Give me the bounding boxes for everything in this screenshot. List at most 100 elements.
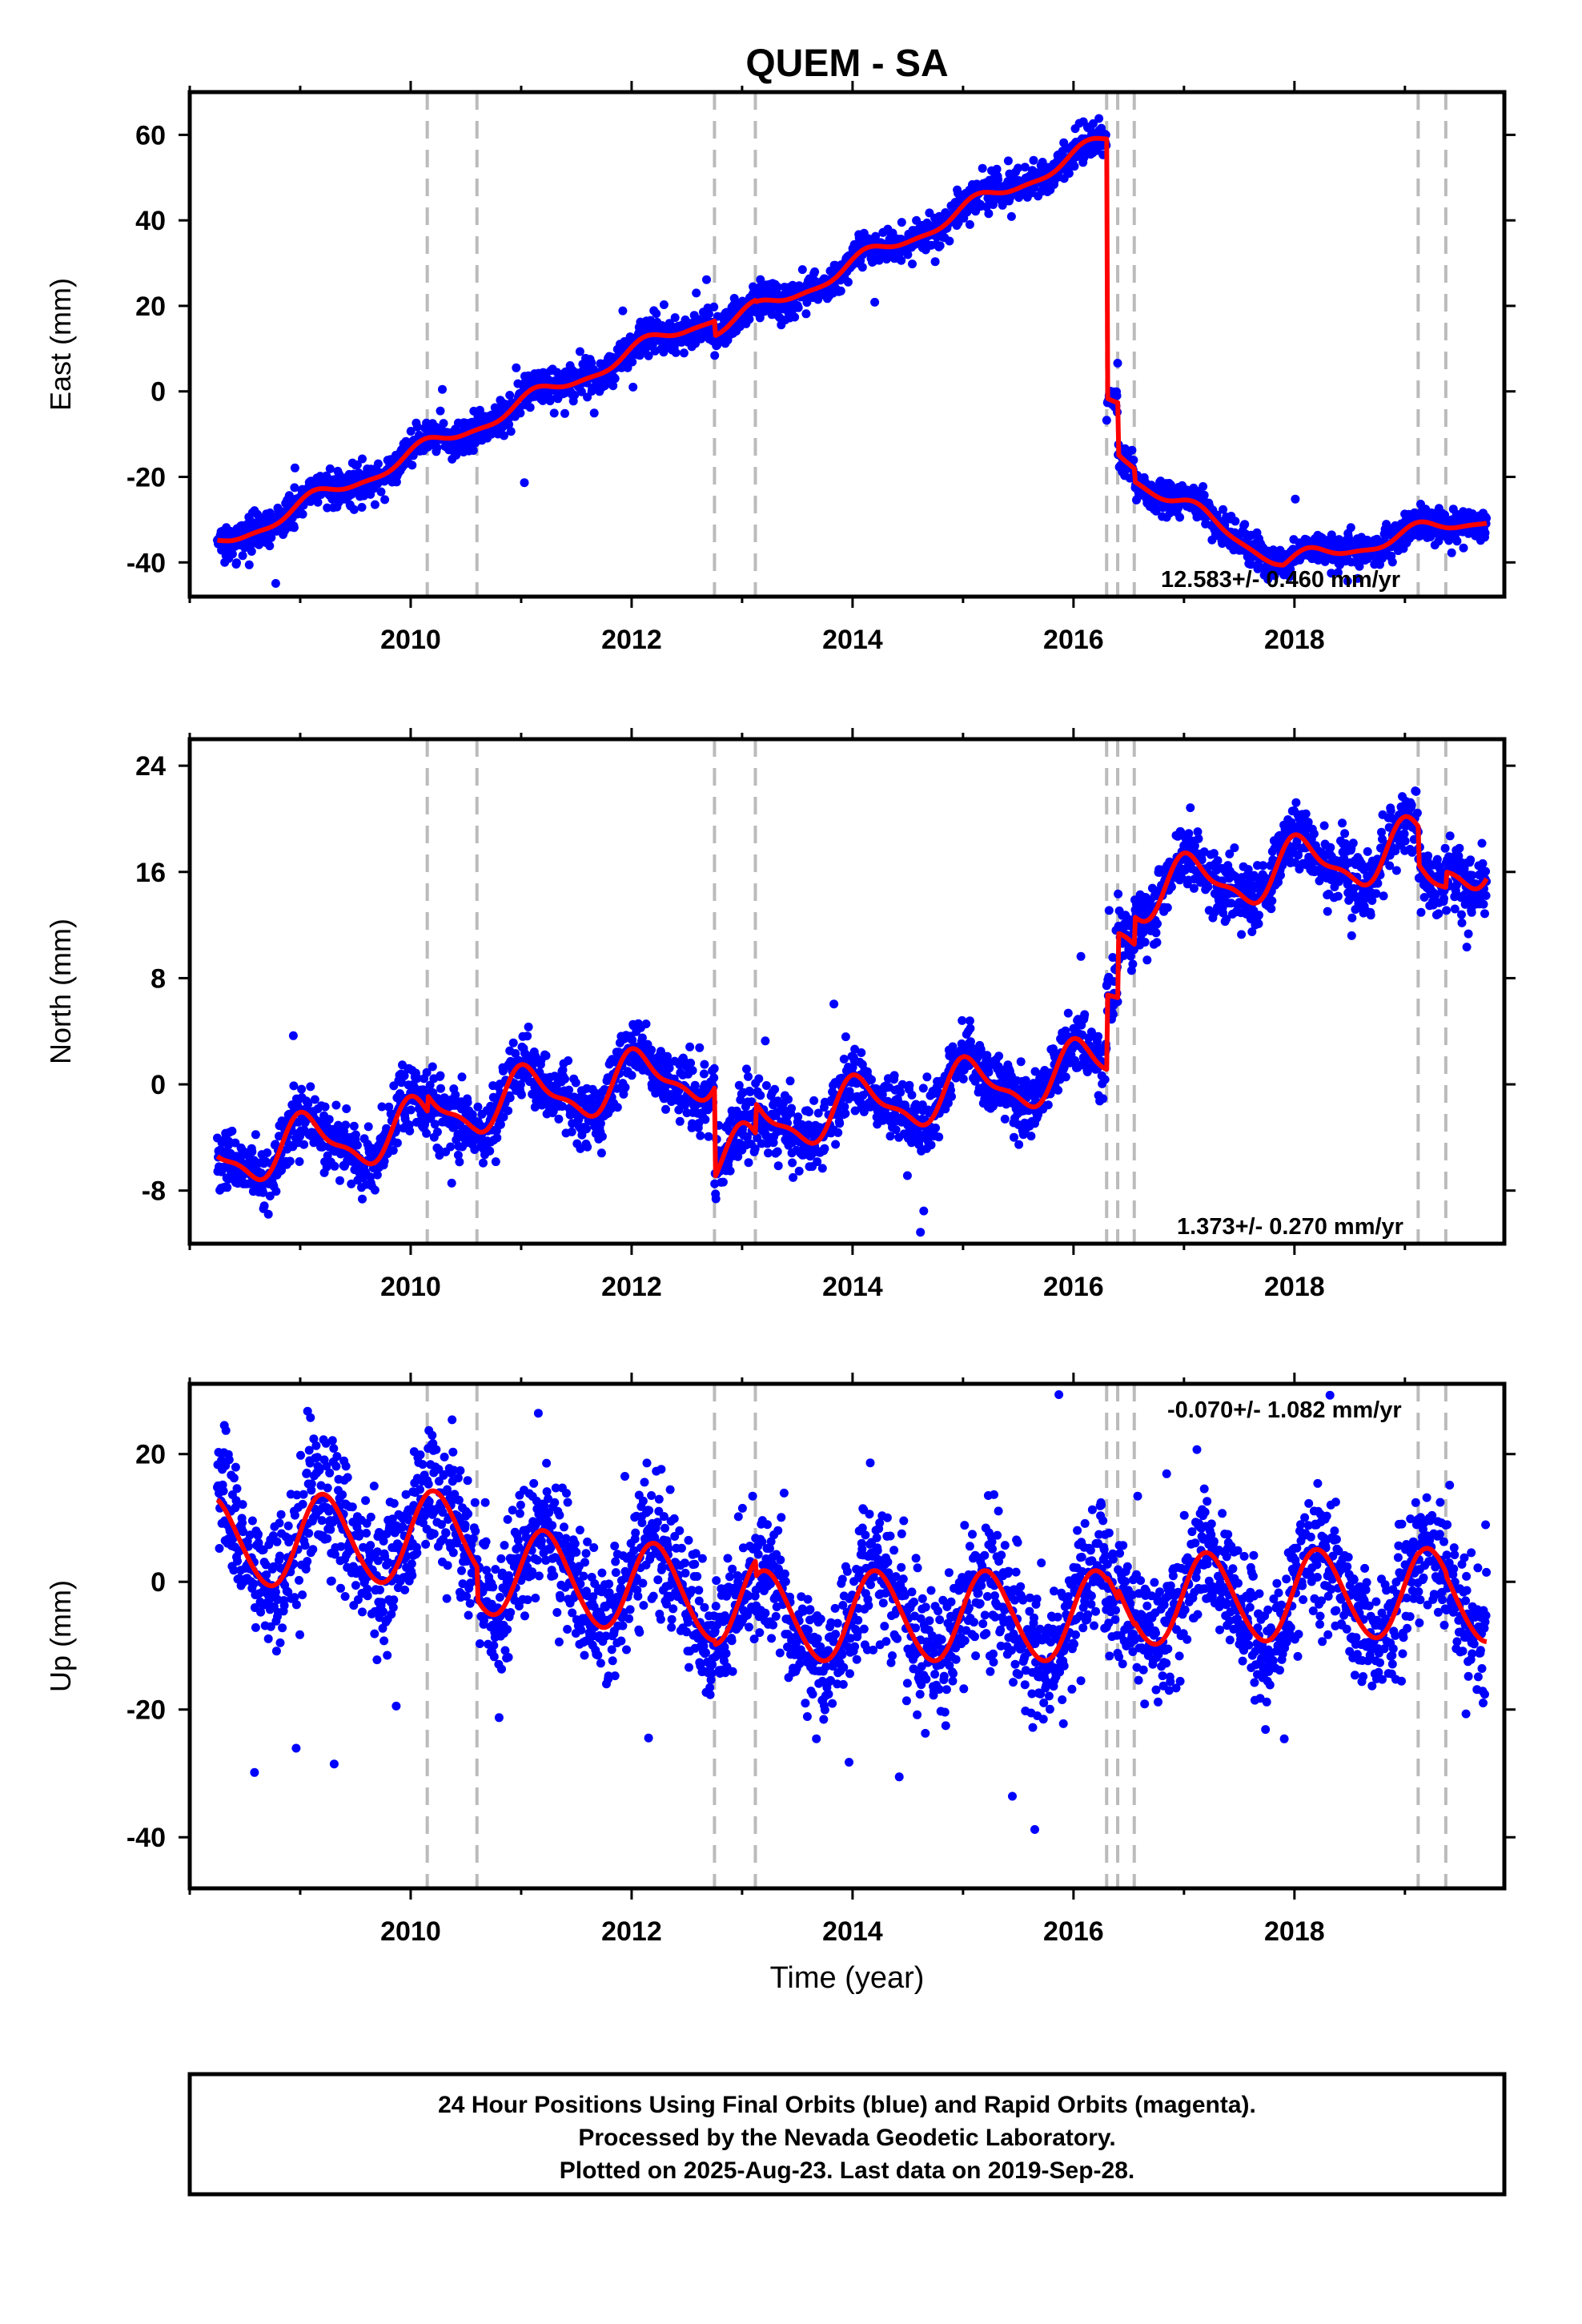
- data-points: [213, 786, 1492, 1237]
- data-point: [702, 275, 711, 284]
- data-point: [400, 1071, 409, 1080]
- data-point: [958, 1074, 968, 1084]
- data-point: [589, 408, 599, 418]
- data-point: [1100, 1075, 1110, 1084]
- data-point: [232, 558, 241, 568]
- data-point: [1231, 517, 1240, 526]
- data-point: [1108, 1010, 1118, 1019]
- y-tick-label: 20: [135, 292, 166, 322]
- data-point: [496, 1120, 505, 1129]
- data-point: [408, 460, 417, 470]
- data-point: [902, 1171, 912, 1180]
- data-point: [1127, 445, 1137, 455]
- y-tick-label: -40: [126, 548, 166, 578]
- data-point: [897, 218, 906, 227]
- data-point: [685, 1042, 695, 1051]
- data-point: [567, 1127, 576, 1136]
- data-point: [1102, 416, 1111, 425]
- data-point: [244, 560, 254, 569]
- data-point: [843, 277, 853, 287]
- data-point: [794, 1166, 804, 1176]
- data-point: [744, 1072, 753, 1081]
- data-point: [388, 1146, 398, 1155]
- data-point: [1061, 1026, 1070, 1035]
- data-point: [1175, 513, 1185, 522]
- data-point: [223, 1183, 232, 1192]
- data-point: [850, 1044, 860, 1054]
- data-point: [267, 533, 276, 542]
- data-point: [744, 1158, 753, 1168]
- data-point: [905, 1080, 914, 1090]
- data-point: [505, 1093, 515, 1103]
- data-point: [549, 408, 559, 418]
- data-point: [931, 1124, 941, 1132]
- data-point: [627, 1071, 636, 1080]
- x-tick-label: 2016: [1043, 625, 1104, 655]
- data-point: [504, 1106, 513, 1116]
- data-point: [948, 1042, 958, 1051]
- data-point: [295, 1157, 304, 1166]
- data-point: [432, 443, 442, 452]
- data-point: [1387, 557, 1397, 567]
- data-point: [612, 1103, 622, 1112]
- data-point: [903, 250, 913, 259]
- data-point: [675, 1116, 685, 1126]
- data-point: [1054, 1085, 1063, 1095]
- data-point: [546, 394, 556, 404]
- data-point: [1114, 889, 1123, 899]
- data-point: [661, 1104, 670, 1114]
- data-point: [372, 1170, 382, 1180]
- data-point: [797, 265, 807, 275]
- data-point: [848, 1063, 857, 1072]
- data-point: [406, 427, 416, 436]
- data-point: [596, 1148, 606, 1158]
- data-point: [1000, 1114, 1010, 1124]
- data-point: [468, 446, 478, 455]
- data-point: [1094, 1031, 1103, 1041]
- data-point: [583, 1142, 592, 1152]
- data-point: [835, 1119, 845, 1128]
- y-axis-label: East (mm): [44, 278, 77, 411]
- data-point: [1199, 490, 1209, 500]
- data-point: [747, 1097, 757, 1107]
- data-point: [1346, 523, 1355, 533]
- data-point: [473, 1102, 483, 1112]
- data-point: [989, 1101, 998, 1111]
- data-point: [492, 1133, 502, 1143]
- data-point: [694, 1119, 704, 1128]
- data-point: [618, 306, 628, 316]
- data-point: [265, 1192, 275, 1200]
- data-point: [790, 312, 800, 322]
- data-point: [380, 495, 390, 505]
- data-point: [671, 348, 681, 357]
- data-point: [1014, 163, 1023, 173]
- data-point: [943, 1099, 953, 1108]
- data-point: [523, 1031, 532, 1041]
- data-point: [897, 255, 906, 265]
- data-point: [709, 1063, 719, 1073]
- data-point: [347, 1179, 356, 1188]
- data-point: [247, 1147, 257, 1156]
- data-point: [428, 1062, 437, 1072]
- y-tick-label: -20: [126, 463, 166, 493]
- data-point: [238, 551, 247, 561]
- data-point: [641, 1019, 651, 1029]
- data-point: [1240, 520, 1250, 529]
- data-point: [710, 351, 720, 360]
- data-point: [1104, 906, 1114, 915]
- data-point: [1010, 1132, 1018, 1142]
- data-point: [420, 1120, 430, 1129]
- data-point: [1353, 573, 1363, 583]
- data-point: [657, 1063, 667, 1073]
- data-point: [663, 1051, 672, 1061]
- data-point: [620, 1083, 630, 1092]
- data-point: [922, 1072, 932, 1082]
- data-point: [674, 1105, 684, 1115]
- data-point: [479, 1158, 488, 1168]
- data-point: [504, 420, 514, 429]
- data-point: [857, 263, 867, 272]
- data-point: [558, 1065, 568, 1075]
- data-point: [457, 1072, 467, 1082]
- data-point: [889, 1071, 899, 1080]
- data-point: [966, 1023, 975, 1033]
